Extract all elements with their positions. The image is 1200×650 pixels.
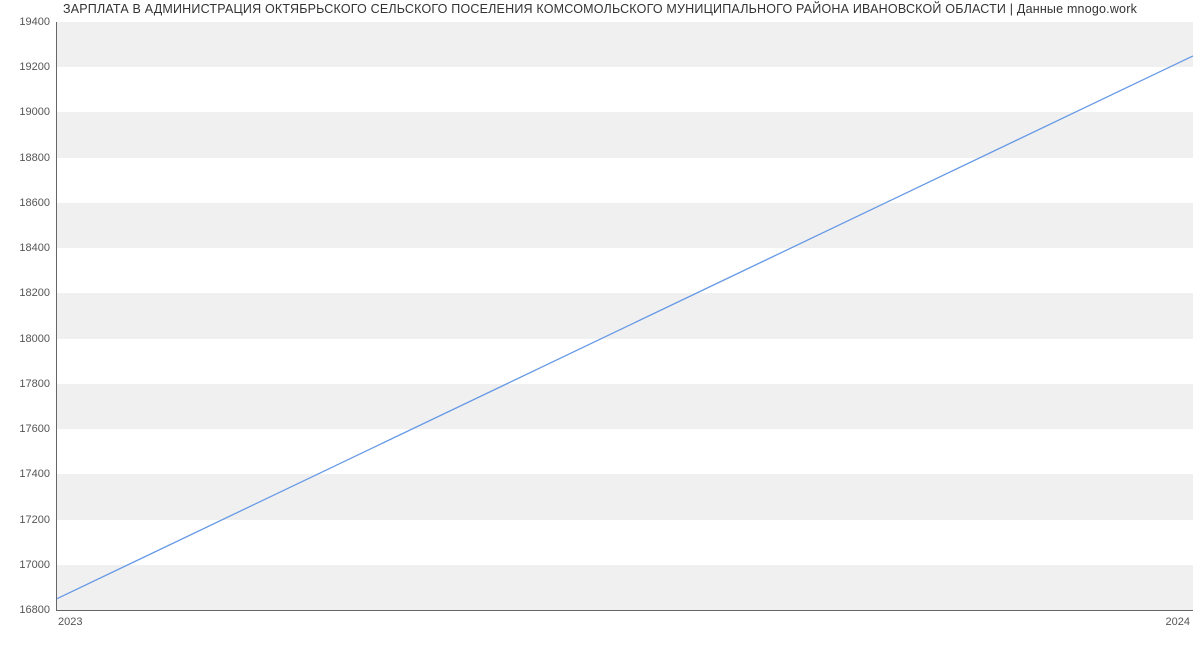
x-axis-tick-label: 2024: [1166, 616, 1190, 628]
y-axis-tick-label: 19200: [12, 61, 50, 73]
chart-line-layer: [57, 22, 1193, 610]
y-axis-tick-label: 17000: [12, 559, 50, 571]
y-axis-tick-label: 19400: [12, 16, 50, 28]
y-axis-tick-label: 18000: [12, 333, 50, 345]
y-axis-tick-label: 18200: [12, 287, 50, 299]
series-line-salary: [57, 56, 1193, 599]
x-axis-tick-label: 2023: [58, 616, 82, 628]
y-axis-tick-label: 17800: [12, 378, 50, 390]
y-axis-tick-label: 17200: [12, 514, 50, 526]
plot-area: [56, 22, 1193, 611]
y-axis-tick-label: 17600: [12, 423, 50, 435]
y-axis-tick-label: 18600: [12, 197, 50, 209]
y-axis-tick-label: 18400: [12, 242, 50, 254]
y-axis-tick-label: 16800: [12, 604, 50, 616]
y-axis-tick-label: 19000: [12, 106, 50, 118]
y-axis-tick-label: 17400: [12, 468, 50, 480]
y-axis-tick-label: 18800: [12, 152, 50, 164]
chart-title: ЗАРПЛАТА В АДМИНИСТРАЦИЯ ОКТЯБРЬСКОГО СЕ…: [0, 2, 1200, 16]
